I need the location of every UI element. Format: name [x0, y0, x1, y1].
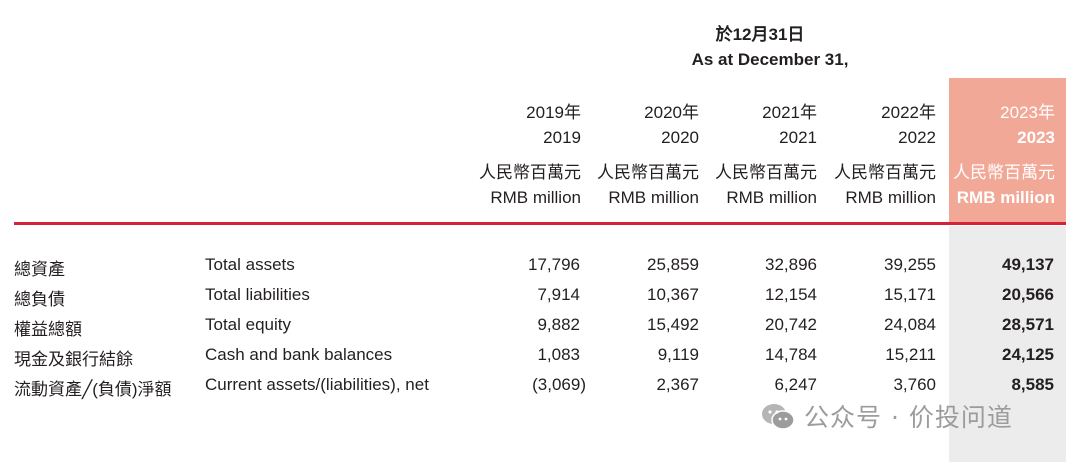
- unit-zh: 人民幣百萬元: [597, 163, 699, 182]
- cell-2022: 3,760: [893, 375, 936, 394]
- cell-2019: 9,882: [537, 315, 580, 334]
- unit-zh: 人民幣百萬元: [479, 163, 581, 182]
- unit-en: RMB million: [608, 188, 699, 207]
- table-row: 權益總額 Total equity 9,882 15,492 20,742 24…: [0, 315, 1080, 345]
- row-label-en: Total liabilities: [205, 285, 310, 304]
- cell-2022: 39,255: [884, 255, 936, 274]
- year-en: 2022: [898, 128, 936, 147]
- unit-zh: 人民幣百萬元: [834, 163, 936, 182]
- row-label-en: Current assets/(liabilities), net: [205, 375, 429, 394]
- cell-2019: 1,083: [537, 345, 580, 364]
- table-row: 總負債 Total liabilities 7,914 10,367 12,15…: [0, 285, 1080, 315]
- column-header-2021: 2021年 2021 人民幣百萬元 RMB million: [712, 78, 817, 224]
- row-label-zh: 總資產: [14, 260, 65, 279]
- cell-2020: 15,492: [647, 315, 699, 334]
- cell-2021: 14,784: [765, 345, 817, 364]
- unit-en: RMB million: [956, 188, 1055, 207]
- cell-2023: 24,125: [1002, 345, 1054, 364]
- date-heading-zh: 於12月31日: [715, 25, 805, 44]
- year-zh: 2022年: [881, 103, 936, 122]
- cell-2021: 6,247: [774, 375, 817, 394]
- highlight-column-body-bg: [949, 226, 1066, 462]
- unit-zh: 人民幣百萬元: [715, 163, 817, 182]
- cell-2022: 15,211: [885, 345, 936, 364]
- table-row: 流動資產╱(負債)淨額 Current assets/(liabilities)…: [0, 375, 1080, 405]
- cell-2021: 12,154: [765, 285, 817, 304]
- row-label-zh: 權益總額: [14, 320, 82, 339]
- cell-2022: 15,171: [884, 285, 936, 304]
- cell-2020: 9,119: [657, 345, 699, 364]
- cell-2020: 25,859: [647, 255, 699, 274]
- unit-zh: 人民幣百萬元: [953, 163, 1055, 182]
- cell-2019: 7,914: [537, 285, 580, 304]
- row-label-en: Cash and bank balances: [205, 345, 393, 364]
- watermark-text: 公众号 · 价投问道: [804, 403, 1013, 432]
- cell-2020: 10,367: [647, 285, 699, 304]
- highlight-column-header-bg: [949, 78, 1066, 224]
- column-header-2020: 2020年 2020 人民幣百萬元 RMB million: [595, 78, 699, 224]
- year-en: 2019: [543, 128, 581, 147]
- year-en: 2023: [1017, 128, 1055, 147]
- column-header-2022: 2022年 2022 人民幣百萬元 RMB million: [830, 78, 936, 224]
- cell-2023: 8,585: [1011, 375, 1054, 394]
- unit-en: RMB million: [490, 188, 581, 207]
- date-heading-en: As at December 31,: [691, 50, 849, 69]
- row-label-zh: 現金及銀行結餘: [14, 350, 133, 369]
- year-zh: 2021年: [762, 103, 817, 122]
- cell-2019: 17,796: [528, 255, 580, 274]
- cell-2021: 20,742: [765, 315, 817, 334]
- cell-2023: 49,137: [1002, 255, 1054, 274]
- cell-2019: (3,069): [532, 375, 586, 394]
- header-divider: [14, 222, 1066, 225]
- table-row: 現金及銀行結餘 Cash and bank balances 1,083 9,1…: [0, 345, 1080, 375]
- row-label-en: Total equity: [205, 315, 291, 334]
- unit-en: RMB million: [726, 188, 817, 207]
- year-zh: 2020年: [644, 103, 699, 122]
- year-zh: 2023年: [1000, 103, 1055, 122]
- table-row: 總資產 Total assets 17,796 25,859 32,896 39…: [0, 255, 1080, 285]
- wechat-icon: [762, 404, 795, 430]
- cell-2020: 2,367: [656, 375, 699, 394]
- row-label-en: Total assets: [205, 255, 295, 274]
- row-label-zh: 總負債: [14, 290, 65, 309]
- column-header-2023: 2023年 2023 人民幣百萬元 RMB million: [950, 78, 1055, 224]
- row-label-zh: 流動資產╱(負債)淨額: [14, 380, 172, 399]
- year-zh: 2019年: [526, 103, 581, 122]
- column-header-2019: 2019年 2019 人民幣百萬元 RMB million: [479, 78, 581, 224]
- unit-en: RMB million: [845, 188, 936, 207]
- cell-2021: 32,896: [765, 255, 817, 274]
- cell-2023: 28,571: [1002, 315, 1054, 334]
- cell-2023: 20,566: [1002, 285, 1054, 304]
- year-en: 2021: [779, 128, 817, 147]
- year-en: 2020: [661, 128, 699, 147]
- cell-2022: 24,084: [884, 315, 936, 334]
